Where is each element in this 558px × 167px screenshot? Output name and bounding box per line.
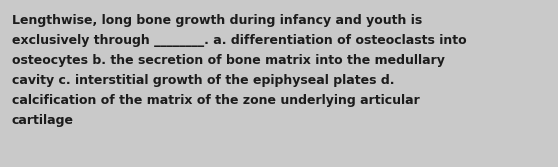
Text: exclusively through ________. a. differentiation of osteoclasts into: exclusively through ________. a. differe… [12, 34, 466, 47]
Text: cavity c. interstitial growth of the epiphyseal plates d.: cavity c. interstitial growth of the epi… [12, 74, 395, 87]
Text: osteocytes b. the secretion of bone matrix into the medullary: osteocytes b. the secretion of bone matr… [12, 54, 445, 67]
Text: cartilage: cartilage [12, 114, 74, 127]
Text: Lengthwise, long bone growth during infancy and youth is: Lengthwise, long bone growth during infa… [12, 14, 422, 27]
Text: calcification of the matrix of the zone underlying articular: calcification of the matrix of the zone … [12, 94, 420, 107]
